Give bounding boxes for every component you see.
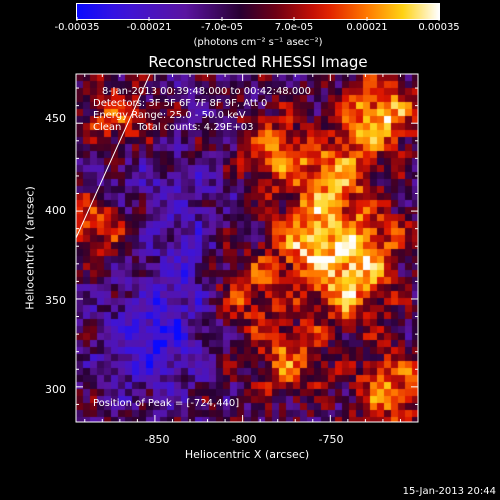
y-tick-label: 400 xyxy=(45,204,66,217)
image-area xyxy=(76,74,418,422)
colorbar-label-2: -7.0e-05 xyxy=(201,22,243,33)
plot-frame xyxy=(75,73,419,423)
x-axis-label: Heliocentric X (arcsec) xyxy=(184,448,310,461)
x-tick-label: -800 xyxy=(231,433,257,446)
colorbar xyxy=(76,3,440,20)
info-time: 8-Jan-2013 00:39:48.000 to 00:42:48.000 xyxy=(102,86,311,97)
datestamp: 15-Jan-2013 20:44 xyxy=(402,486,496,497)
colorbar-label-3: 7.0e-05 xyxy=(274,22,314,33)
y-tick-label: 350 xyxy=(45,294,66,307)
colorbar-label-5: 0.00035 xyxy=(418,22,460,33)
y-axis-label: Heliocentric Y (arcsec) xyxy=(23,186,37,310)
heatmap xyxy=(76,74,418,422)
colorbar-ticks xyxy=(76,17,440,21)
solar-limb-line xyxy=(75,73,151,239)
y-tick-label: 300 xyxy=(45,383,66,396)
colorbar-label-0: -0.00035 xyxy=(54,22,100,33)
y-tick-label: 450 xyxy=(45,112,66,125)
info-energy: Energy Range: 25.0 - 50.0 keV xyxy=(93,110,246,121)
colorbar-label-1: -0.00021 xyxy=(126,22,172,33)
colorbar-label-4: 0.00021 xyxy=(346,22,388,33)
x-tick-label: -850 xyxy=(144,433,170,446)
info-peak: Position of Peak = [-724,440] xyxy=(93,398,240,409)
plot-title: Reconstructed RHESSI Image xyxy=(148,53,368,71)
info-method-total: Clean Total counts: 4.29E+03 xyxy=(93,122,254,133)
colorbar-units: (photons cm⁻² s⁻¹ asec⁻²) xyxy=(193,37,323,48)
info-detectors: Detectors: 3F 5F 6F 7F 8F 9F, Att 0 xyxy=(93,98,268,109)
x-tick-label: -750 xyxy=(318,433,344,446)
